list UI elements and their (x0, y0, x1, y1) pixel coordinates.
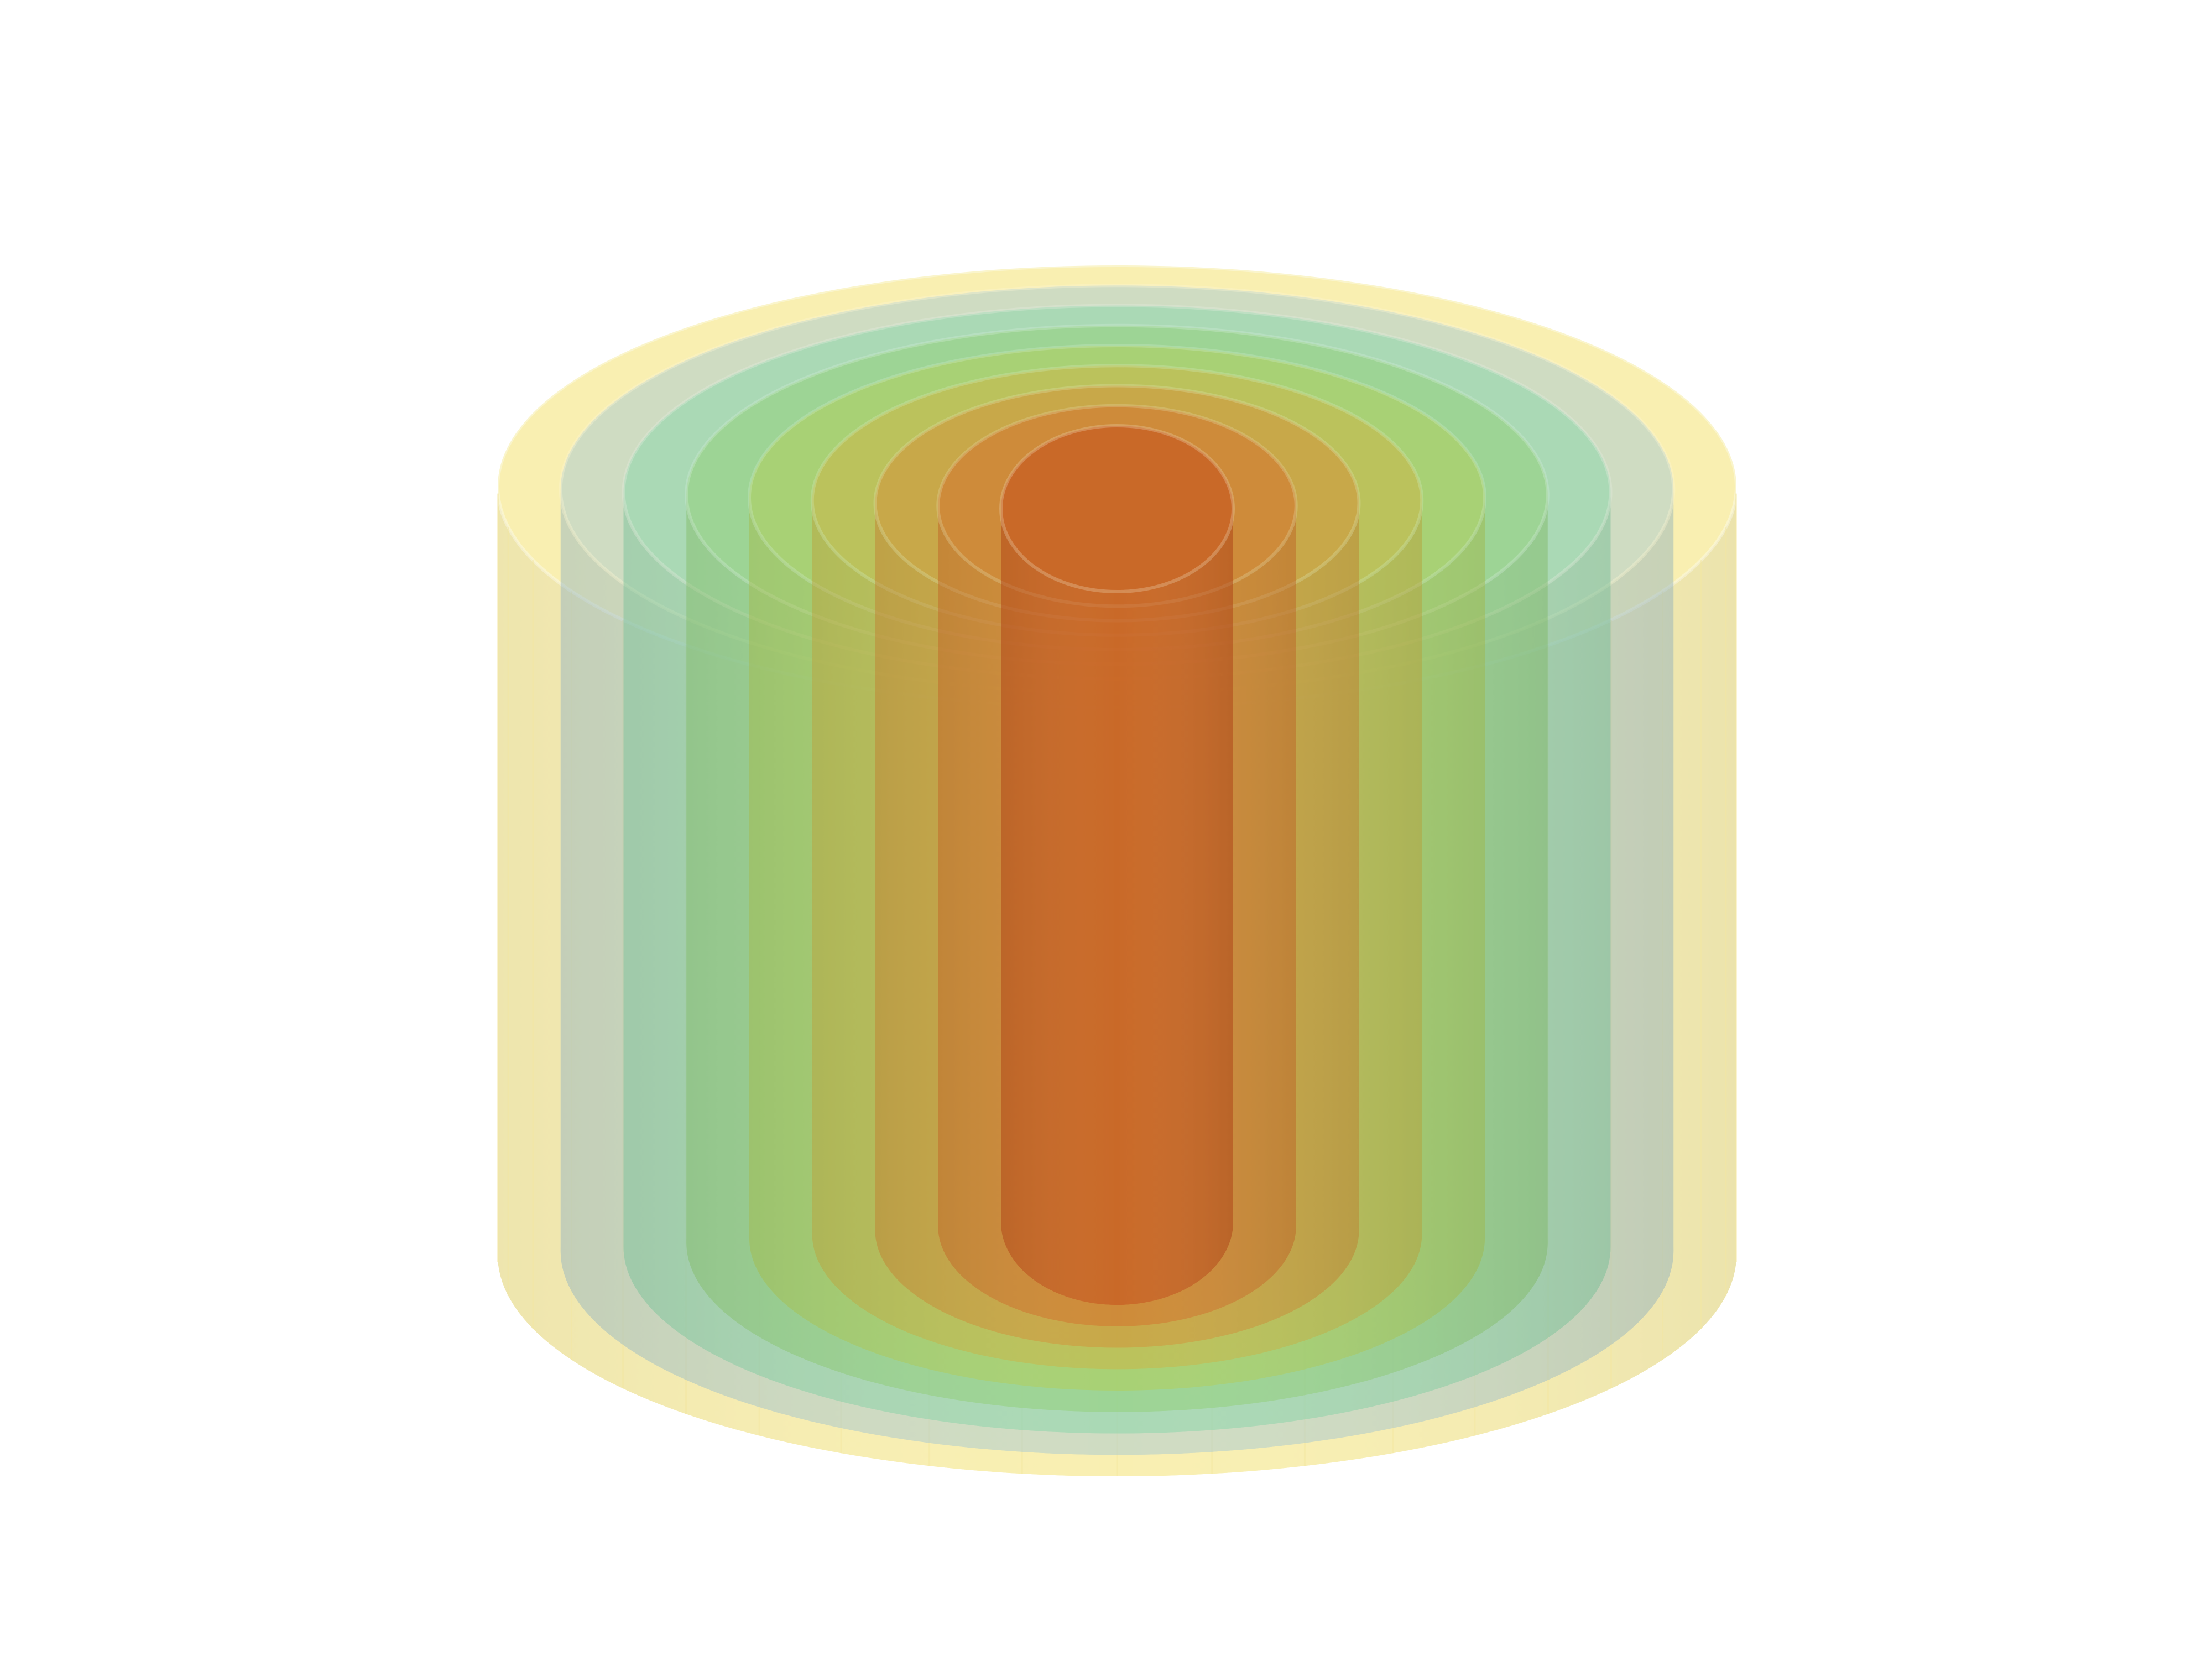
core-side-shading (1001, 509, 1233, 1305)
core-top-face (999, 424, 1235, 593)
shells-group (496, 264, 1738, 1476)
core (999, 424, 1235, 1305)
